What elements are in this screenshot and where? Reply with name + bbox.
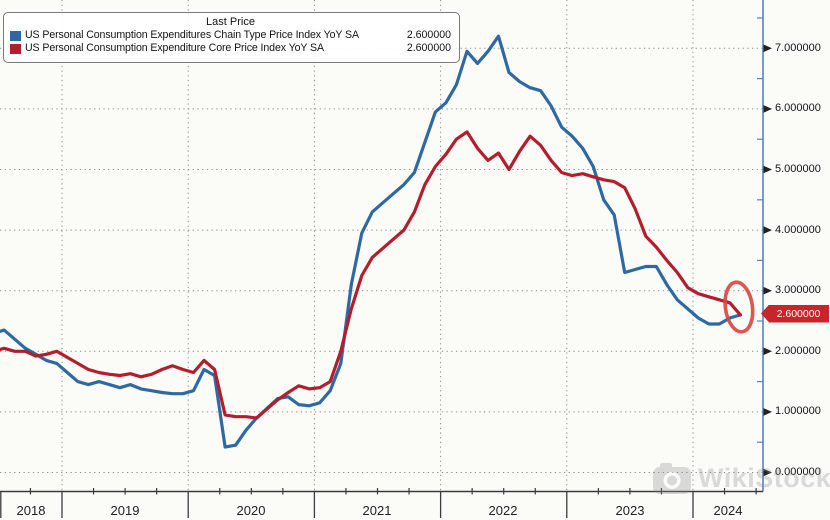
x-axis-year-label: 2020 (236, 503, 266, 518)
y-axis-label: 3.000000 (775, 284, 821, 297)
headline-pce-swatch-icon (10, 30, 21, 41)
y-axis-label: 1.000000 (775, 405, 821, 418)
legend-row-headline-pce: US Personal Consumption Expenditures Cha… (10, 29, 451, 42)
x-axis-year-label: 2023 (615, 503, 645, 518)
legend-box: Last Price US Personal Consumption Expen… (3, 12, 460, 63)
y-axis-label: 4.000000 (775, 223, 821, 236)
x-axis-year-label: 2019 (110, 503, 140, 518)
y-axis-label: 5.000000 (775, 163, 821, 175)
core-pce-swatch-icon (10, 43, 21, 54)
x-axis-year-label: 2021 (362, 503, 392, 518)
last-price-tag: 2.600000 (761, 304, 829, 323)
core-pce-last-price: 2.600000 (406, 42, 451, 54)
x-axis-year-label: 2024 (713, 503, 743, 518)
legend-row-core-pce: US Personal Consumption Expenditure Core… (10, 42, 451, 55)
headline-pce-label: US Personal Consumption Expenditures Cha… (25, 29, 359, 41)
x-axis-year-label: 2022 (488, 503, 518, 518)
y-axis-label: 7.000000 (775, 41, 821, 54)
headline-pce-last-price: 2.600000 (406, 29, 451, 41)
y-axis-label: 6.000000 (775, 102, 821, 115)
last-price-circle-annotation (723, 280, 755, 334)
y-axis-label: 0.000000 (775, 466, 821, 478)
y-axis-label: 2.000000 (775, 344, 821, 357)
legend-title: Last Price (206, 16, 255, 28)
x-axis-year-label: 2018 (16, 503, 46, 518)
core-pce-label: US Personal Consumption Expenditure Core… (25, 42, 324, 54)
